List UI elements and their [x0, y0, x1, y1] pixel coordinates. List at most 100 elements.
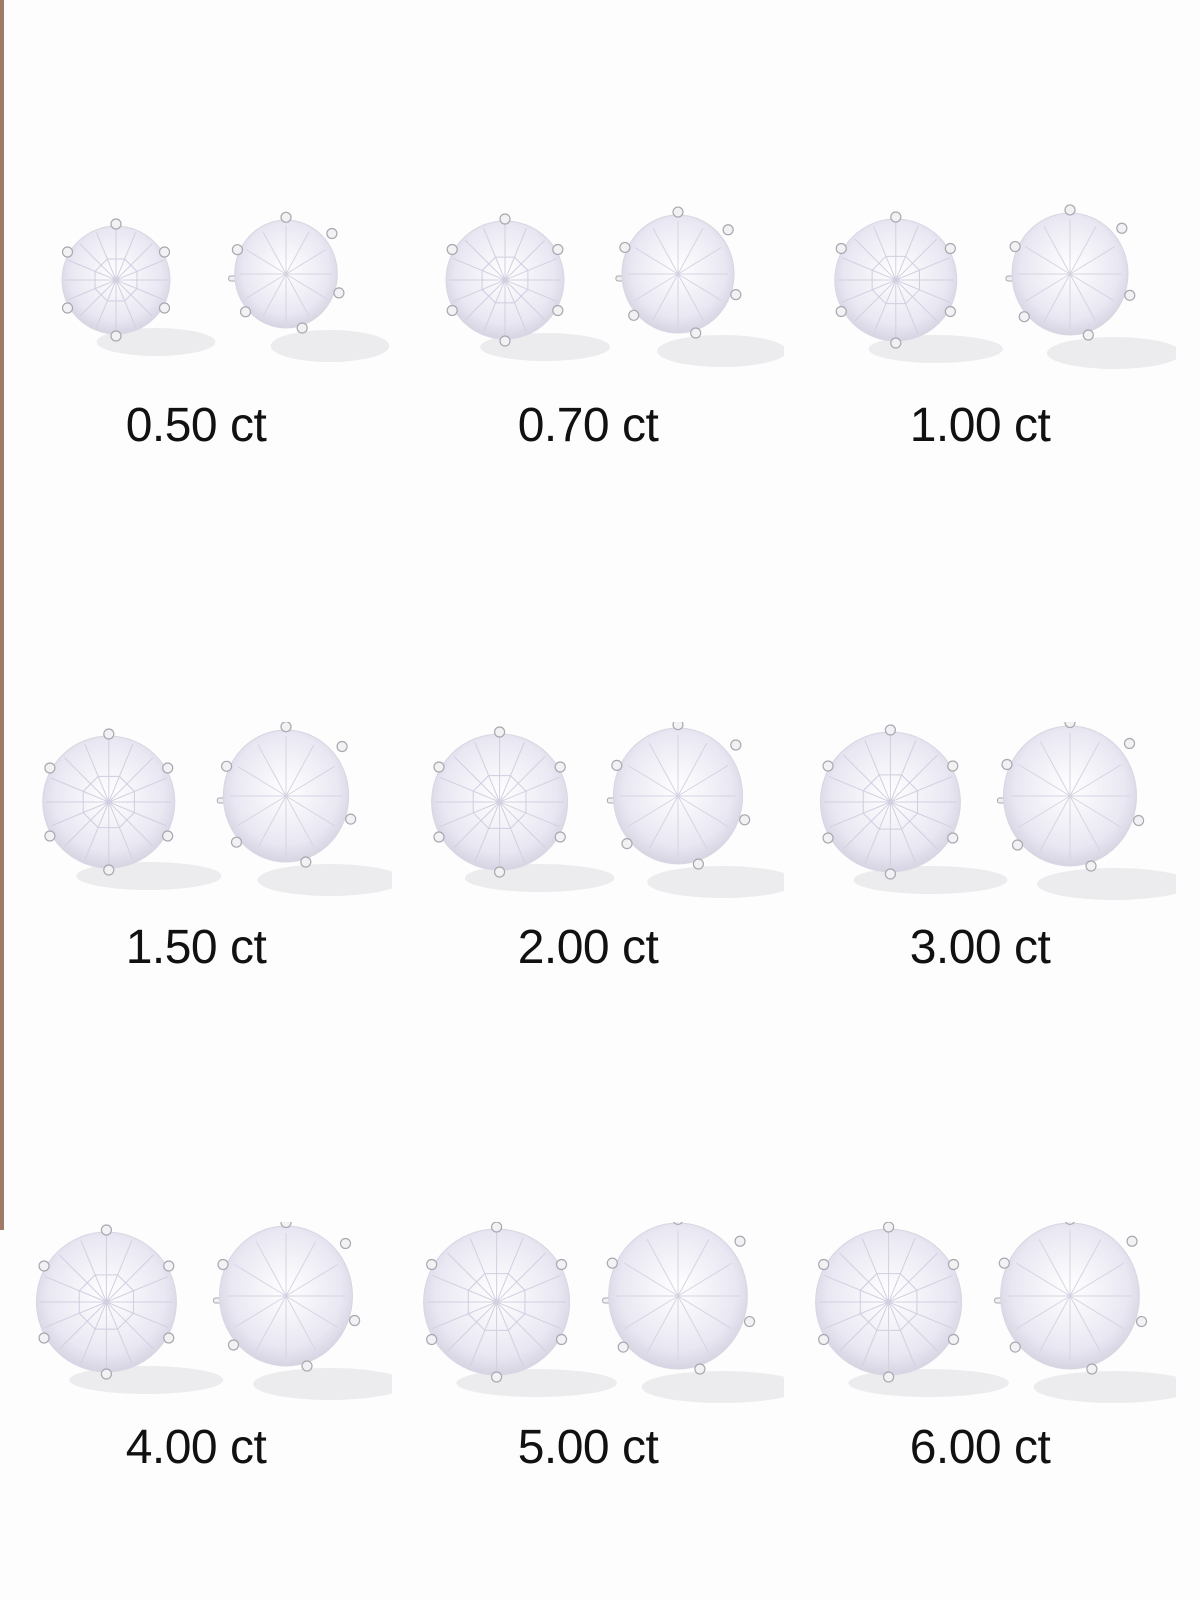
front-stud-stone [445, 213, 565, 347]
prong [947, 832, 959, 844]
shadow [1037, 868, 1176, 900]
earring-pair-image [423, 1222, 784, 1403]
prong [692, 858, 704, 870]
carat-option-2: 1.00 ct [784, 200, 1176, 500]
side-stud-stone [606, 722, 751, 870]
prong [490, 1371, 503, 1383]
prong [162, 762, 174, 774]
prong [730, 739, 742, 751]
carat-label: 1.50 ct [125, 921, 267, 974]
carat-label: 0.70 ct [517, 399, 659, 452]
carat-option-4: 2.00 ct [392, 722, 784, 1022]
front-stud-stone [819, 724, 961, 880]
prong [1126, 1235, 1138, 1247]
front-stud-stone [834, 211, 958, 349]
carat-option-1: 0.70 ct [392, 200, 784, 500]
prong [1133, 814, 1145, 827]
prong [734, 1235, 746, 1247]
prong [426, 1333, 438, 1346]
prong [280, 722, 292, 733]
earring-pair-image [42, 722, 392, 896]
prong [1064, 204, 1076, 216]
prong [890, 337, 902, 349]
front-stud-stone [35, 1224, 177, 1380]
prong [499, 213, 511, 225]
prong [296, 322, 308, 334]
prong [947, 760, 959, 772]
prong [555, 1258, 568, 1271]
prong [345, 813, 357, 825]
side-stud-stone [216, 722, 357, 868]
prong [280, 211, 292, 223]
front-stud-stone [815, 1222, 963, 1383]
prong [163, 1260, 175, 1272]
carat-option-5: 3.00 ct [784, 722, 1176, 1022]
prong [326, 227, 338, 240]
prong [158, 302, 171, 314]
carat-label: 3.00 ct [909, 921, 1051, 974]
prong [217, 1258, 229, 1271]
prong [301, 1360, 313, 1372]
front-stud-stone [423, 1222, 571, 1383]
earring-pair-image [431, 722, 784, 898]
prong [882, 1371, 895, 1383]
prong [673, 1222, 683, 1225]
side-stud-stone [602, 1222, 756, 1375]
prong [947, 1333, 960, 1346]
prong [672, 722, 684, 731]
prong [672, 206, 684, 218]
prong [1009, 1341, 1021, 1353]
prong [239, 306, 252, 318]
prong [835, 242, 847, 255]
prong [491, 1222, 503, 1233]
carat-label: 5.00 ct [517, 1421, 659, 1474]
prong [606, 1257, 618, 1269]
prong [103, 864, 115, 876]
shadow [253, 1368, 392, 1400]
prong [730, 289, 742, 301]
prong [446, 304, 458, 317]
prong [230, 836, 243, 848]
prong [552, 304, 564, 317]
prong [743, 1315, 756, 1328]
prong [628, 309, 640, 321]
carat-option-8: 6.00 ct [784, 1222, 1176, 1522]
prong [1011, 839, 1024, 851]
prong [818, 1333, 830, 1346]
prong [61, 246, 74, 258]
prong [446, 243, 458, 256]
prong [339, 1237, 352, 1250]
prong [336, 740, 348, 753]
front-stud-stone [431, 726, 569, 878]
prong [835, 305, 847, 318]
shadow [641, 1371, 784, 1403]
prong [621, 837, 633, 850]
prong [1018, 311, 1030, 323]
prong [1009, 240, 1021, 253]
prong [349, 1314, 361, 1327]
prong [110, 218, 122, 230]
prong [947, 1258, 960, 1271]
carat-option-0: 0.50 ct [0, 200, 392, 500]
prong [433, 831, 445, 843]
prong [998, 1257, 1010, 1269]
prong [38, 1260, 50, 1272]
prong [333, 287, 345, 299]
shadow [480, 333, 610, 361]
prong [818, 1258, 830, 1271]
prong [100, 1224, 113, 1236]
shadow [270, 330, 390, 362]
carat-label: 1.00 ct [909, 399, 1051, 452]
prong [554, 831, 566, 843]
prong [1124, 289, 1136, 301]
prong [221, 760, 233, 772]
side-stud-stone [615, 206, 742, 339]
prong [690, 327, 702, 339]
front-stud-stone [42, 728, 176, 876]
shadow [647, 866, 784, 898]
shadow [657, 335, 784, 367]
earring-pair-image [61, 211, 390, 362]
prong [884, 868, 897, 880]
prong [227, 1339, 240, 1351]
prong [1082, 329, 1094, 341]
